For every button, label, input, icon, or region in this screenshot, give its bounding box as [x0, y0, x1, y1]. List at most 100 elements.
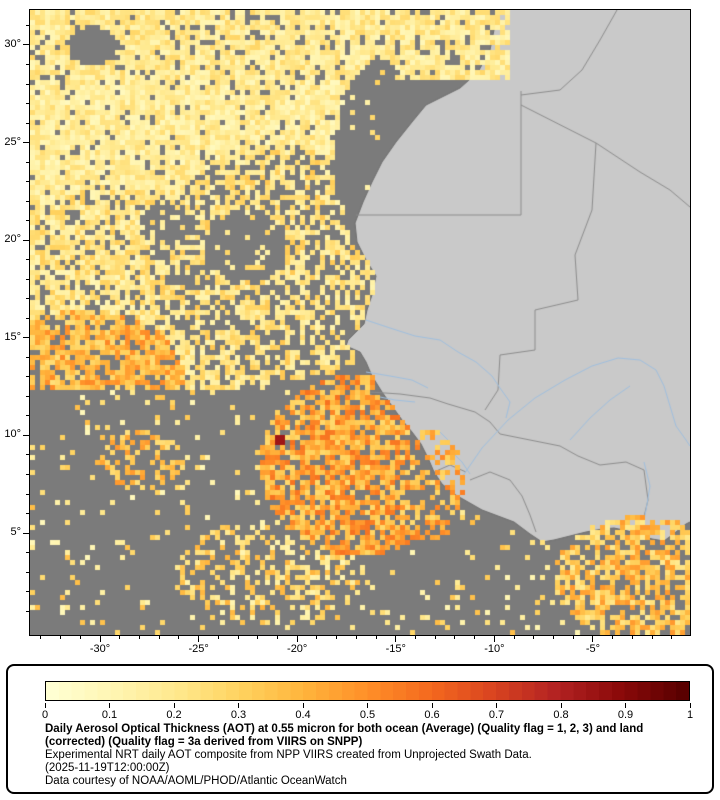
- x-axis-label: -5°: [585, 643, 601, 655]
- y-axis-minor-tick: [26, 317, 29, 319]
- x-axis-minor-tick: [572, 636, 574, 639]
- y-axis-minor-tick: [26, 278, 29, 280]
- x-axis-minor-tick: [60, 636, 62, 639]
- map-plot-frame: [29, 9, 691, 636]
- y-axis-label: 10°: [4, 428, 21, 441]
- colorbar-tick: [302, 703, 304, 708]
- y-axis-minor-tick: [26, 259, 29, 261]
- colorbar-tick-label: 0.7: [488, 709, 505, 721]
- aot-map-canvas: [30, 10, 690, 635]
- colorbar-tick: [625, 703, 626, 708]
- colorbar-tick: [431, 703, 433, 708]
- caption-courtesy: Data courtesy of NOAA/AOML/PHOD/Atlantic…: [45, 775, 347, 787]
- y-axis-major-tick: [23, 239, 29, 241]
- caption-description: Experimental NRT daily AOT composite fro…: [45, 749, 532, 761]
- x-axis-label: -15°: [385, 643, 406, 655]
- colorbar-tick: [173, 703, 175, 708]
- y-axis-minor-tick: [26, 571, 29, 573]
- y-axis-minor-tick: [26, 610, 29, 612]
- y-axis-minor-tick: [26, 552, 29, 554]
- colorbar: [45, 681, 690, 701]
- aot-map-area: 30° 25° 20° 15° 10° 5° -30° -25° -20° -15° -10° -5°: [4, 9, 691, 655]
- y-axis-label: 20°: [4, 233, 21, 246]
- x-axis-minor-tick: [474, 636, 476, 639]
- y-axis-minor-tick: [26, 161, 29, 163]
- colorbar-tick-label: 0: [41, 709, 49, 721]
- x-axis-major-tick: [99, 636, 101, 642]
- legend-box: 0 0.1 0.2 0.3 0.4 0.5 0.6 0.7 0.8 0.9 1 Daily Aero…: [6, 664, 714, 794]
- x-axis-minor-tick: [533, 636, 535, 639]
- x-axis-label: -25°: [188, 643, 209, 655]
- y-axis-minor-tick: [26, 415, 29, 417]
- y-axis-minor-tick: [26, 298, 29, 300]
- colorbar-tick-label: 0.9: [617, 709, 634, 721]
- y-axis-major-tick: [23, 532, 29, 534]
- x-axis-minor-tick: [415, 636, 416, 639]
- x-axis-minor-tick: [612, 636, 614, 639]
- colorbar-tick: [367, 703, 368, 708]
- colorbar-tick-label: 0.2: [166, 709, 182, 721]
- y-axis-major-tick: [23, 434, 29, 436]
- x-axis-minor-tick: [316, 636, 318, 639]
- caption-block: Daily Aerosol Optical Thickness (AOT) at…: [45, 723, 703, 788]
- colorbar-tick-label: 0.5: [359, 709, 376, 721]
- x-axis-major-tick: [296, 636, 298, 642]
- x-axis-minor-tick: [138, 636, 140, 639]
- caption-timestamp: (2025-11-19T12:00:00Z): [45, 762, 170, 774]
- y-axis-minor-tick: [26, 493, 29, 495]
- y-axis-minor-tick: [26, 83, 29, 85]
- y-axis-minor-tick: [26, 63, 29, 65]
- x-axis-minor-tick: [375, 636, 377, 639]
- x-axis-minor-tick: [631, 636, 633, 639]
- y-axis-minor-tick: [26, 200, 29, 202]
- y-axis-label: 30°: [4, 37, 21, 50]
- colorbar-tick-label: 0.6: [424, 709, 440, 721]
- y-axis-minor-tick: [26, 356, 29, 358]
- colorbar-tick-label: 0.8: [553, 709, 569, 721]
- x-axis-minor-tick: [257, 636, 259, 639]
- x-axis-major-tick: [592, 636, 594, 642]
- y-axis-minor-tick: [26, 513, 29, 515]
- x-axis-major-tick: [493, 636, 495, 642]
- y-axis-major-tick: [23, 337, 29, 339]
- colorbar-tick: [689, 703, 691, 708]
- y-axis-minor-tick: [26, 454, 29, 456]
- x-axis-minor-tick: [454, 636, 456, 639]
- colorbar-tick: [560, 703, 562, 708]
- y-axis-label: 15°: [4, 330, 21, 343]
- colorbar-tick: [238, 703, 239, 708]
- x-axis-minor-tick: [237, 636, 239, 639]
- y-axis-minor-tick: [26, 474, 29, 475]
- x-axis-minor-tick: [651, 636, 653, 639]
- x-axis-major-tick: [198, 636, 200, 642]
- colorbar-tick: [109, 703, 110, 708]
- caption-title: Daily Aerosol Optical Thickness (AOT) at…: [45, 723, 644, 748]
- x-axis-minor-tick: [40, 636, 42, 639]
- x-axis-minor-tick: [513, 636, 515, 639]
- x-axis-label: -20°: [287, 643, 308, 655]
- y-axis-label: 25°: [4, 135, 21, 148]
- x-axis-minor-tick: [276, 636, 278, 639]
- x-axis-minor-tick: [217, 636, 219, 639]
- x-axis-minor-tick: [671, 636, 673, 639]
- y-axis-minor-tick: [26, 395, 29, 397]
- y-axis-minor-tick: [26, 376, 29, 378]
- x-axis-minor-tick: [79, 636, 81, 639]
- y-axis-major-tick: [23, 142, 29, 144]
- x-axis-minor-tick: [158, 636, 160, 639]
- x-axis-minor-tick: [434, 636, 436, 639]
- colorbar-tick: [496, 703, 497, 708]
- x-axis-minor-tick: [355, 636, 357, 639]
- x-axis-minor-tick: [119, 636, 121, 639]
- colorbar-tick-label: 0.4: [295, 709, 311, 721]
- x-axis-minor-tick: [178, 636, 180, 639]
- colorbar-tick: [44, 703, 46, 708]
- y-axis-minor-tick: [26, 103, 29, 105]
- y-axis-minor-tick: [26, 24, 29, 26]
- y-axis-minor-tick: [26, 220, 29, 222]
- x-axis-major-tick: [395, 636, 397, 642]
- colorbar-tick-label: 0.1: [101, 709, 118, 721]
- x-axis-label: -30°: [89, 643, 111, 655]
- y-axis-label: 5°: [10, 526, 21, 539]
- x-axis-label: -10°: [484, 643, 505, 655]
